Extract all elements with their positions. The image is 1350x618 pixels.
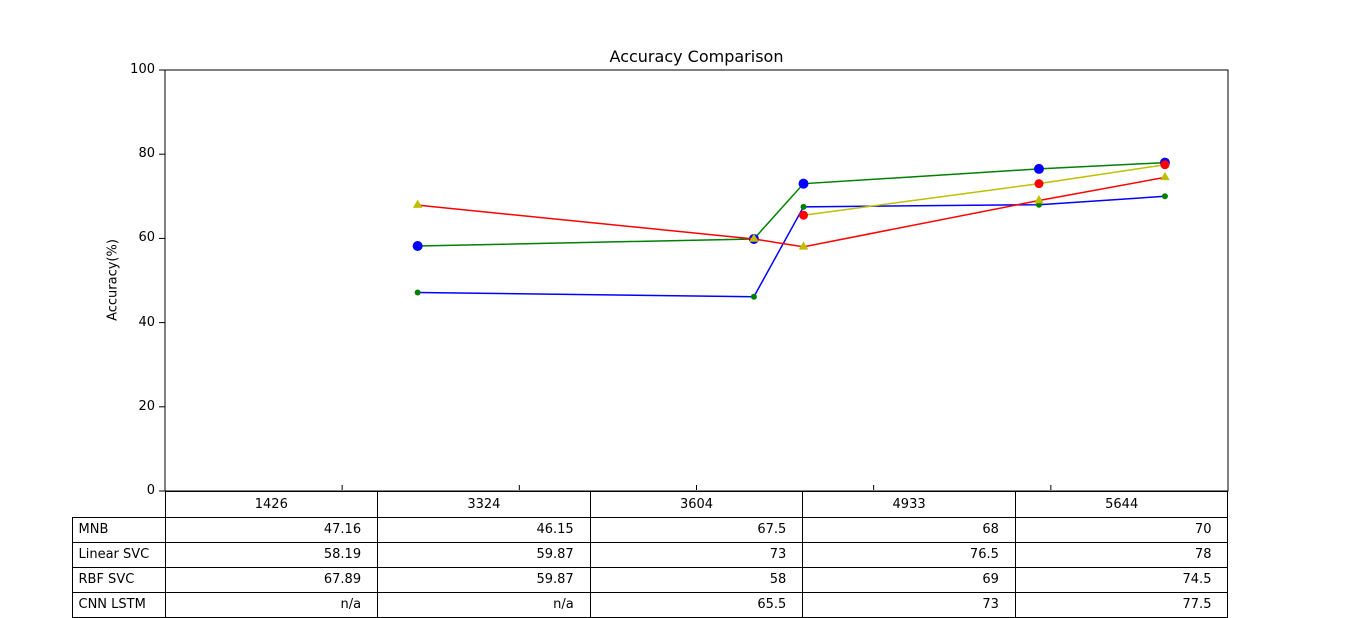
marker-triangle-rbf-svc [1034, 195, 1044, 204]
table-cell: 77.5 [1014, 591, 1229, 618]
marker-circle-cnn-lstm [799, 210, 809, 220]
chart-title: Accuracy Comparison [609, 47, 784, 66]
table-row-label: CNN LSTM [71, 591, 166, 618]
table-row: MNB 47.16 46.15 67.5 68 70 [71, 516, 1229, 543]
table-cell: 47.16 [164, 516, 379, 543]
marker-circle-linear-svc [798, 178, 809, 189]
table-cell: 74.5 [1014, 566, 1229, 593]
marker-circle-mnb [750, 293, 757, 300]
marker-circle-linear-svc [412, 241, 423, 252]
table-cell: n/a [377, 591, 591, 618]
marker-circle-cnn-lstm [1160, 160, 1170, 170]
table-cell: 59.87 [377, 566, 591, 593]
y-tick-label: 0 [146, 483, 155, 498]
table-cell: 73 [802, 591, 1016, 618]
marker-circle-cnn-lstm [1034, 179, 1044, 189]
marker-circle-linear-svc [1033, 163, 1044, 174]
table-cell: 69 [802, 566, 1016, 593]
y-tick-label: 40 [138, 314, 155, 330]
marker-triangle-rbf-svc [412, 199, 423, 208]
table-cell: n/a [164, 591, 379, 618]
axes-box [164, 69, 1229, 492]
table-cell: 67.89 [164, 566, 379, 593]
table-cell: 58.19 [164, 541, 379, 568]
table-row: RBF SVC 67.89 59.87 58 69 74.5 [71, 566, 1229, 593]
table-header-row: 1426 3324 3604 4933 5644 [72, 490, 1229, 518]
table-column-header: 3324 [377, 490, 591, 518]
marker-circle-mnb [414, 289, 421, 296]
table-cell: 73 [589, 541, 804, 568]
table-cell: 68 [802, 516, 1016, 543]
y-tick-label: 20 [138, 398, 155, 414]
table-column-header: 4933 [802, 490, 1016, 518]
table-cell: 65.5 [589, 591, 804, 618]
table-column-header: 5644 [1014, 490, 1229, 518]
marker-circle-mnb [800, 203, 807, 210]
y-tick-label: 80 [138, 146, 155, 162]
table-row: CNN LSTM n/a n/a 65.5 73 77.5 [71, 591, 1229, 618]
marker-circle-mnb [1161, 193, 1168, 200]
table-cell: 58 [589, 566, 804, 593]
table-row-label: Linear SVC [71, 541, 166, 568]
series-line-rbf-svc [417, 176, 1166, 248]
table-cell: 67.5 [589, 516, 804, 543]
table-column-header: 1426 [164, 490, 379, 518]
table-row: Linear SVC 58.19 59.87 73 76.5 78 [71, 541, 1229, 568]
marker-triangle-rbf-svc [749, 233, 759, 242]
y-tick-label: 60 [138, 230, 155, 246]
table-column-header: 3604 [589, 490, 804, 518]
data-table: 1426 3324 3604 4933 5644 MNB 47.16 46.15 67.5 68 7… [71, 490, 1229, 618]
y-tick-label: 100 [130, 62, 155, 77]
table-corner [72, 491, 165, 517]
table-cell: 70 [1014, 516, 1229, 543]
table-cell: 46.15 [377, 516, 591, 543]
table-row-label: MNB [71, 516, 166, 543]
table-cell: 59.87 [377, 541, 591, 568]
table-row-label: RBF SVC [71, 566, 166, 593]
series-line-mnb [417, 195, 1165, 298]
table-cell: 78 [1014, 541, 1229, 568]
marker-triangle-rbf-svc [798, 241, 809, 250]
marker-triangle-rbf-svc [1160, 171, 1170, 181]
table-cell: 76.5 [802, 541, 1016, 568]
